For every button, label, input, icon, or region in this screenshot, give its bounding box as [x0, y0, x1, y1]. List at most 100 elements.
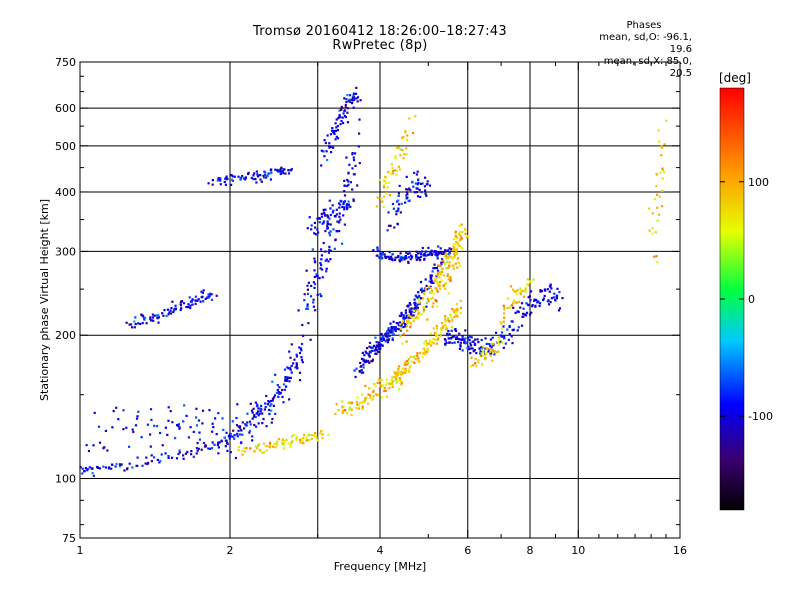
data-point	[477, 361, 480, 364]
data-point	[379, 385, 382, 388]
data-point	[383, 386, 386, 389]
data-point	[435, 266, 439, 270]
data-point	[428, 252, 432, 255]
data-point	[91, 467, 94, 470]
data-point	[286, 366, 289, 369]
data-point	[270, 403, 273, 406]
data-point	[413, 171, 416, 174]
data-point	[258, 412, 261, 415]
data-point	[243, 427, 246, 430]
data-point	[211, 179, 214, 182]
data-point	[417, 291, 420, 294]
data-point	[479, 349, 482, 353]
data-point	[425, 250, 428, 253]
data-point	[128, 462, 131, 465]
data-point	[340, 120, 343, 123]
data-point	[248, 431, 251, 434]
data-point	[381, 253, 384, 256]
data-point	[264, 445, 267, 448]
data-point	[409, 188, 412, 192]
data-point	[332, 146, 335, 149]
data-point	[363, 354, 366, 357]
data-point	[336, 124, 339, 128]
data-point	[379, 252, 382, 255]
data-point	[362, 358, 365, 361]
data-point	[441, 258, 444, 261]
data-point	[530, 290, 533, 293]
data-point	[406, 188, 409, 191]
data-point	[386, 341, 390, 344]
grid-lines	[80, 62, 680, 538]
data-point	[219, 179, 222, 182]
data-point	[191, 298, 194, 301]
data-point	[361, 393, 364, 396]
data-point	[184, 452, 187, 455]
data-point	[500, 335, 503, 338]
data-point	[413, 191, 417, 194]
data-point	[348, 408, 351, 411]
data-point	[430, 249, 433, 252]
data-point	[419, 251, 422, 254]
data-point	[508, 306, 511, 309]
data-point	[510, 335, 513, 338]
data-point	[427, 342, 430, 345]
data-point	[394, 329, 397, 333]
data-point	[335, 118, 338, 121]
y-tick-label: 100	[55, 473, 76, 486]
data-point	[319, 432, 322, 435]
data-point	[313, 232, 316, 235]
data-point	[409, 303, 412, 306]
data-point	[231, 175, 234, 178]
data-point	[288, 398, 291, 401]
data-point	[390, 378, 393, 382]
data-point	[376, 394, 379, 397]
data-point	[459, 344, 462, 347]
data-point	[500, 341, 503, 344]
data-point	[661, 168, 664, 172]
data-point	[166, 314, 169, 317]
data-point	[389, 322, 392, 325]
data-point	[351, 153, 354, 156]
data-point	[393, 169, 397, 172]
data-point	[415, 258, 418, 262]
data-point	[520, 324, 524, 327]
data-point	[452, 243, 455, 246]
data-point	[361, 405, 364, 408]
data-point	[434, 250, 437, 253]
data-point	[479, 355, 482, 358]
data-point	[158, 461, 161, 464]
data-point	[458, 233, 461, 236]
data-point	[439, 273, 442, 276]
data-point	[490, 346, 493, 349]
data-point	[202, 289, 205, 292]
data-point	[460, 246, 463, 250]
data-point	[426, 349, 429, 352]
data-point	[287, 367, 290, 370]
data-point	[295, 439, 298, 442]
data-point	[422, 297, 425, 300]
data-point	[419, 255, 422, 258]
data-point	[484, 352, 487, 355]
data-point	[355, 367, 358, 370]
data-point	[346, 111, 349, 114]
data-point	[396, 372, 399, 376]
data-point	[281, 395, 284, 399]
data-point	[549, 300, 552, 304]
data-point	[404, 323, 407, 326]
data-point	[418, 360, 421, 363]
data-point	[338, 212, 341, 215]
data-point	[343, 97, 346, 100]
data-point	[371, 358, 374, 361]
data-point	[134, 323, 137, 326]
data-point	[424, 353, 427, 356]
data-point	[288, 380, 291, 383]
data-point	[249, 423, 252, 426]
data-point	[310, 224, 313, 227]
data-point	[118, 465, 122, 468]
data-point	[373, 383, 376, 386]
data-point	[458, 224, 461, 227]
data-point	[317, 231, 320, 234]
data-point	[134, 316, 137, 319]
data-point	[314, 226, 317, 229]
data-point	[387, 255, 390, 258]
